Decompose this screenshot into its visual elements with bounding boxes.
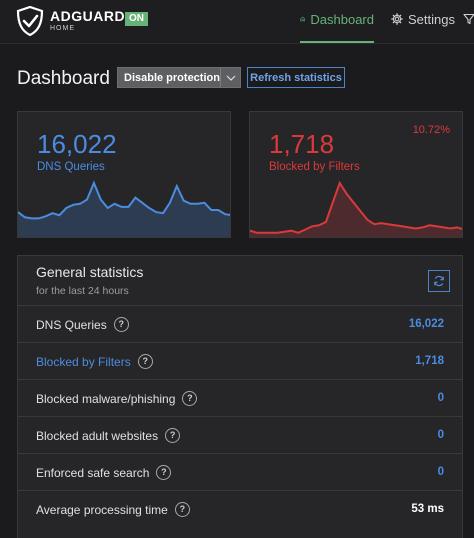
blocked-filters-label: Blocked by Filters [269,161,360,173]
sparkline-line [250,180,462,234]
stat-value-dns-queries[interactable]: 16,022 [408,318,444,330]
help-icon[interactable]: ? [137,354,153,369]
disable-protection-dropdown[interactable] [220,68,240,87]
stat-label-blocked-malware: Blocked malware/phishing [36,391,176,406]
stat-value-blocked-malware[interactable]: 0 [437,392,444,404]
gear-icon [391,13,403,25]
help-icon[interactable]: ? [182,391,198,406]
nav-dashboard[interactable]: Dashboard [300,12,374,43]
disable-protection-label: Disable protection [124,71,220,84]
brand[interactable]: ADGUARD HOME [50,9,125,32]
stat-value-avg-time: 53 ms [411,503,444,515]
home-icon [300,16,305,22]
blocked-filters-card[interactable]: 10.72% 1,718 Blocked by Filters [249,111,463,238]
general-statistics-panel: General statistics for the last 24 hours… [17,255,463,538]
stat-label-blocked-adult: Blocked adult websites [36,428,159,443]
stat-value-blocked-filters[interactable]: 1,718 [415,355,444,367]
blocked-percent: 10.72% [412,124,450,136]
stat-value-blocked-adult[interactable]: 0 [437,429,444,441]
stat-label-safe-search: Enforced safe search [36,465,150,480]
general-statistics-header: General statistics for the last 24 hours [18,256,462,306]
dns-queries-label: DNS Queries [37,161,105,173]
page-title: Dashboard [17,68,110,89]
adguard-shield-logo-icon[interactable] [16,6,44,36]
stat-label-avg-time: Average processing time [36,502,168,517]
help-icon[interactable]: ? [156,465,172,480]
brand-sub: HOME [50,25,75,32]
sparkline-area [250,183,462,237]
stats-refresh-button[interactable] [428,270,450,292]
stat-row-blocked-malware: Blocked malware/phishing ? 0 [18,380,462,417]
blocked-filters-count: 1,718 [269,129,335,159]
refresh-statistics-button[interactable]: Refresh statistics [247,67,345,88]
top-header: ADGUARD HOME ON Dashboard Settings [0,0,474,44]
nav-filters[interactable] [463,12,474,43]
stat-value-safe-search[interactable]: 0 [437,466,444,478]
disable-protection-button[interactable]: Disable protection [117,67,241,88]
stat-row-safe-search: Enforced safe search ? 0 [18,454,462,491]
sparkline-area [18,183,230,237]
help-icon[interactable]: ? [174,502,190,517]
dns-queries-card[interactable]: 16,022 DNS Queries [17,111,231,238]
filter-icon [463,13,474,25]
chevron-down-icon [226,75,235,81]
brand-name: ADGUARD [50,8,126,24]
nav-settings-label: Settings [408,12,455,27]
sparkline-line [18,180,230,220]
stat-row-blocked-adult: Blocked adult websites ? 0 [18,417,462,454]
dns-queries-sparkline [18,180,230,237]
stat-row-blocked-filters: Blocked by Filters ? 1,718 [18,343,462,380]
blocked-filters-sparkline [250,180,462,237]
help-icon[interactable]: ? [165,428,181,443]
dns-queries-count: 16,022 [37,129,117,159]
refresh-icon [434,275,444,287]
general-statistics-subtitle: for the last 24 hours [36,285,129,297]
nav-dashboard-label: Dashboard [310,12,374,27]
stat-row-avg-time: Average processing time ? 53 ms [18,491,462,528]
stat-label-dns-queries: DNS Queries [36,317,107,332]
general-statistics-title: General statistics [36,264,144,280]
stat-row-dns-queries: DNS Queries ? 16,022 [18,306,462,343]
help-icon[interactable]: ? [113,317,129,332]
stat-label-blocked-filters[interactable]: Blocked by Filters [36,354,131,369]
nav-settings[interactable]: Settings [391,12,455,43]
status-badge: ON [125,12,148,26]
